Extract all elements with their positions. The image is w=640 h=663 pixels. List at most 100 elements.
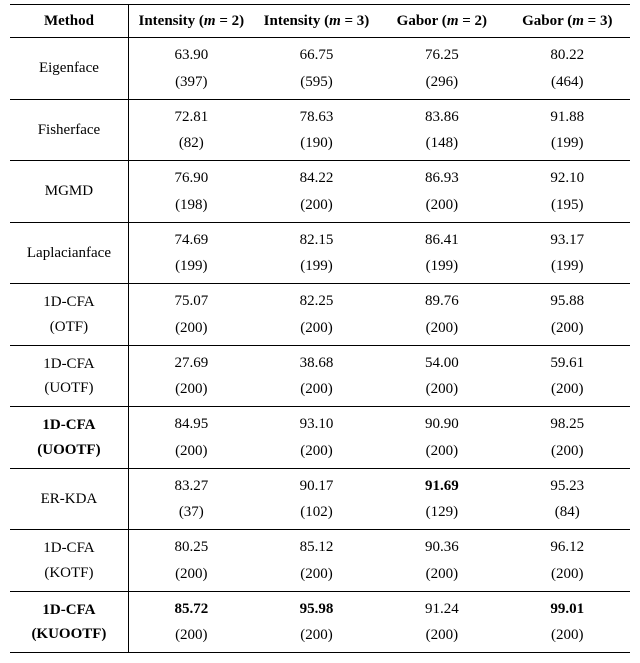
- value-main: 82.25: [258, 291, 375, 311]
- col-intensity-m3: Intensity (m = 3): [254, 5, 379, 38]
- col-intensity-m2: Intensity (m = 2): [128, 5, 253, 38]
- value-cell: 91.69 (129): [379, 468, 504, 530]
- value-main: 92.10: [509, 168, 626, 188]
- value-cell: 84.22(200): [254, 161, 379, 223]
- value-paren: (200): [509, 625, 626, 645]
- value-main: 83.27: [133, 476, 250, 496]
- col-method: Method: [10, 5, 128, 38]
- value-paren: (595): [258, 72, 375, 92]
- value-cell: 75.07 (200): [128, 284, 253, 346]
- value-paren: (200): [383, 441, 500, 461]
- value-cell: 82.15(199): [254, 222, 379, 284]
- value-cell: 93.17(199): [505, 222, 630, 284]
- col1-pre: Intensity (: [139, 13, 204, 29]
- value-cell: 86.41 (199): [379, 222, 504, 284]
- table-row: 1D-CFA(OTF)75.07(200)82.25(200)89.76(200…: [10, 284, 630, 346]
- value-paren: (199): [509, 256, 626, 276]
- method-cell: Fisherface: [10, 99, 128, 161]
- method-cell: MGMD: [10, 161, 128, 223]
- method-line: 1D-CFA: [14, 415, 124, 435]
- table-row: 1D-CFA(UOOTF)84.95(200)93.10(200)90.90(2…: [10, 407, 630, 469]
- value-cell: 90.17(102): [254, 468, 379, 530]
- value-cell: 83.27(37): [128, 468, 253, 530]
- value-paren: (200): [383, 564, 500, 584]
- col2-post: = 3): [341, 13, 370, 29]
- table-row: Eigenface63.90(397)66.75(595)76.25(296)8…: [10, 38, 630, 100]
- col4-post: = 3): [584, 13, 613, 29]
- header-row: Method Intensity (m = 2) Intensity (m = …: [10, 5, 630, 38]
- table-row: ER-KDA83.27(37)90.17(102)91.69(129)95.23…: [10, 468, 630, 530]
- value-paren: (200): [509, 564, 626, 584]
- value-paren: (129): [383, 502, 500, 522]
- value-main: 90.17: [258, 476, 375, 496]
- value-main: 91.69: [383, 476, 500, 496]
- value-main: 84.22: [258, 168, 375, 188]
- value-main: 91.88: [509, 107, 626, 127]
- value-main: 85.12: [258, 537, 375, 557]
- value-cell: 90.36 (200): [379, 530, 504, 592]
- value-cell: 98.25(200): [505, 407, 630, 469]
- method-cell: 1D-CFA (KUOOTF): [10, 591, 128, 653]
- value-paren: (200): [383, 379, 500, 399]
- value-main: 98.25: [509, 414, 626, 434]
- method-line: 1D-CFA: [14, 354, 124, 374]
- value-paren: (199): [383, 256, 500, 276]
- value-paren: (296): [383, 72, 500, 92]
- value-main: 83.86: [383, 107, 500, 127]
- value-cell: 78.63(190): [254, 99, 379, 161]
- value-cell: 63.90(397): [128, 38, 253, 100]
- value-main: 54.00: [383, 353, 500, 373]
- value-paren: (200): [133, 379, 250, 399]
- method-line: 1D-CFA: [14, 600, 124, 620]
- value-paren: (82): [133, 133, 250, 153]
- value-paren: (199): [133, 256, 250, 276]
- value-main: 99.01: [509, 599, 626, 619]
- value-cell: 72.81 (82): [128, 99, 253, 161]
- value-main: 80.22: [509, 45, 626, 65]
- value-paren: (200): [133, 318, 250, 338]
- value-cell: 38.68(200): [254, 345, 379, 407]
- value-main: 90.90: [383, 414, 500, 434]
- value-main: 86.41: [383, 230, 500, 250]
- method-cell: Laplacianface: [10, 222, 128, 284]
- value-paren: (199): [258, 256, 375, 276]
- value-main: 80.25: [133, 537, 250, 557]
- value-main: 66.75: [258, 45, 375, 65]
- value-cell: 59.61(200): [505, 345, 630, 407]
- value-cell: 96.12(200): [505, 530, 630, 592]
- method-cell: Eigenface: [10, 38, 128, 100]
- value-paren: (200): [383, 318, 500, 338]
- value-main: 38.68: [258, 353, 375, 373]
- col3-pre: Gabor (: [397, 13, 447, 29]
- value-paren: (464): [509, 72, 626, 92]
- value-paren: (200): [133, 564, 250, 584]
- method-line: (OTF): [14, 317, 124, 337]
- value-cell: 89.76(200): [379, 284, 504, 346]
- value-paren: (200): [258, 441, 375, 461]
- value-main: 74.69: [133, 230, 250, 250]
- value-main: 63.90: [133, 45, 250, 65]
- value-cell: 76.90(198): [128, 161, 253, 223]
- table-row: 1D-CFA(UOTF)27.69(200)38.68(200)54.00(20…: [10, 345, 630, 407]
- results-table: Method Intensity (m = 2) Intensity (m = …: [10, 4, 630, 653]
- value-main: 72.81: [133, 107, 250, 127]
- col4-pre: Gabor (: [522, 13, 572, 29]
- table-row: MGMD76.90(198)84.22(200)86.93(200)92.10(…: [10, 161, 630, 223]
- value-cell: 99.01 (200): [505, 591, 630, 653]
- value-main: 78.63: [258, 107, 375, 127]
- method-line: (KUOOTF): [14, 624, 124, 644]
- value-main: 59.61: [509, 353, 626, 373]
- value-main: 75.07: [133, 291, 250, 311]
- value-cell: 95.88(200): [505, 284, 630, 346]
- value-main: 90.36: [383, 537, 500, 557]
- value-cell: 82.25(200): [254, 284, 379, 346]
- value-main: 93.10: [258, 414, 375, 434]
- value-paren: (199): [509, 133, 626, 153]
- method-line: 1D-CFA: [14, 292, 124, 312]
- value-cell: 92.10(195): [505, 161, 630, 223]
- value-paren: (200): [258, 564, 375, 584]
- value-cell: 86.93(200): [379, 161, 504, 223]
- table-row: Fisherface72.81(82)78.63(190)83.86(148)9…: [10, 99, 630, 161]
- col-gabor-m2: Gabor (m = 2): [379, 5, 504, 38]
- value-main: 27.69: [133, 353, 250, 373]
